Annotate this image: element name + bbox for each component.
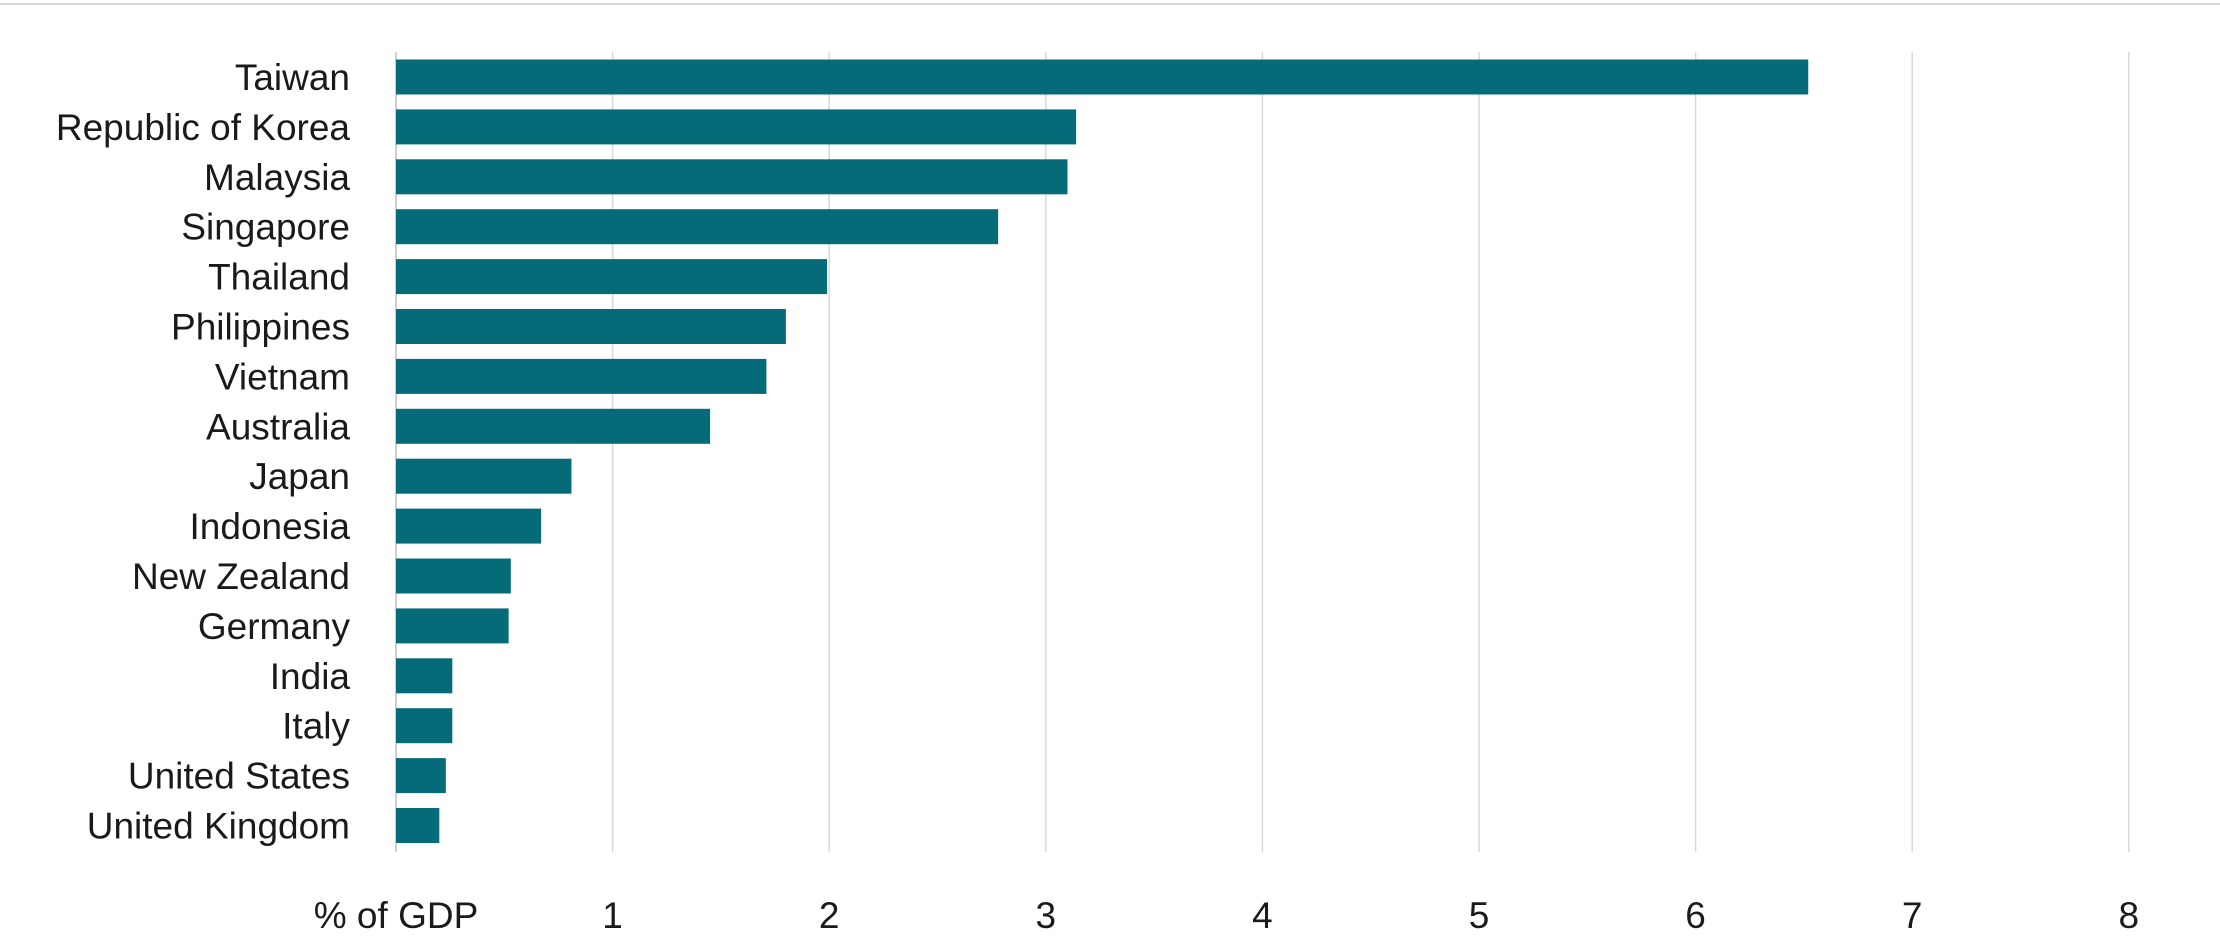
category-label: Malaysia	[204, 157, 350, 198]
category-label: Philippines	[171, 307, 350, 348]
bar	[396, 808, 440, 843]
x-tick-label: 6	[1685, 895, 1706, 936]
category-label: Taiwan	[235, 57, 350, 98]
bar	[396, 209, 999, 245]
category-label: Vietnam	[215, 356, 350, 397]
bar	[396, 758, 446, 794]
category-label: Italy	[282, 706, 350, 747]
bar	[396, 358, 767, 394]
x-tick-label: 5	[1469, 895, 1490, 936]
bar	[396, 408, 711, 444]
bar	[396, 708, 453, 744]
category-label: Japan	[249, 456, 350, 497]
x-tick-label: 4	[1252, 895, 1273, 936]
bar	[396, 109, 1077, 145]
bar	[396, 658, 453, 694]
bar	[396, 558, 511, 594]
x-axis-label: % of GDP	[314, 895, 479, 936]
bar	[396, 458, 572, 494]
bar	[396, 159, 1068, 195]
category-label: Republic of Korea	[56, 107, 351, 148]
bar	[396, 259, 828, 295]
top-divider	[0, 3, 2220, 5]
category-label: Germany	[198, 606, 351, 647]
category-label: New Zealand	[132, 556, 350, 597]
bar	[396, 608, 509, 644]
x-tick-label: 8	[2119, 895, 2140, 936]
x-tick-label: 1	[602, 895, 623, 936]
category-label: Indonesia	[190, 506, 351, 547]
x-tick-labels: 1 2 3 4 5 6 7 8	[602, 895, 2139, 936]
category-label: Singapore	[181, 207, 350, 248]
bar	[396, 508, 542, 544]
x-tick-label: 2	[819, 895, 840, 936]
x-tick-label: 7	[1902, 895, 1923, 936]
category-label: United Kingdom	[87, 806, 350, 847]
bar	[396, 309, 786, 344]
category-label: United States	[128, 756, 350, 797]
category-label: Thailand	[208, 257, 350, 298]
bar	[396, 59, 1809, 95]
bars	[396, 59, 1809, 843]
category-label: Australia	[206, 406, 350, 447]
category-label: India	[270, 656, 351, 697]
x-tick-label: 3	[1036, 895, 1057, 936]
category-labels: Taiwan Republic of Korea Malaysia Singapore…	[56, 57, 351, 847]
